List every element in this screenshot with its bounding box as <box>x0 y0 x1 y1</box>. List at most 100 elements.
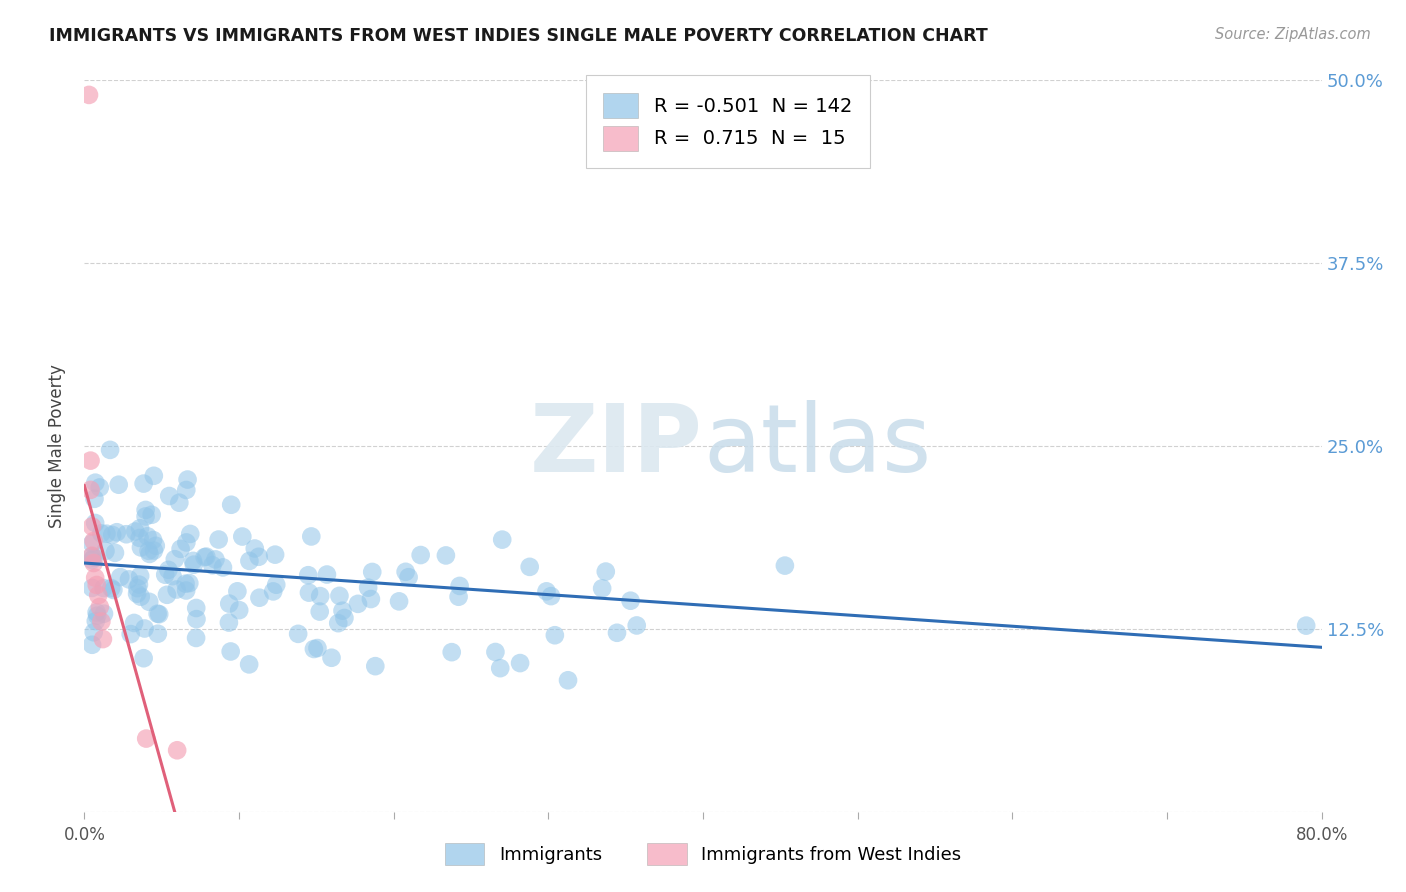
Point <box>249 591 271 605</box>
Point <box>447 590 470 604</box>
Point <box>309 589 332 603</box>
Text: atlas: atlas <box>703 400 931 492</box>
Point <box>107 477 129 491</box>
Point <box>357 581 380 595</box>
Point <box>148 607 170 622</box>
Point <box>83 550 105 565</box>
Point <box>104 546 127 560</box>
Point <box>316 567 339 582</box>
Point <box>157 563 180 577</box>
Point <box>264 578 287 592</box>
Point <box>82 549 104 564</box>
Point <box>174 483 197 497</box>
Point <box>619 593 641 607</box>
Point <box>142 533 165 547</box>
Point <box>138 543 160 558</box>
Point <box>162 569 184 583</box>
Point <box>219 498 242 512</box>
Point <box>204 552 226 566</box>
Point <box>127 581 149 595</box>
Point <box>247 549 270 564</box>
Point <box>156 588 179 602</box>
Point <box>83 534 105 549</box>
Point <box>591 582 613 596</box>
Point <box>307 641 329 656</box>
Point <box>84 475 107 490</box>
Point <box>186 601 208 615</box>
Point <box>489 661 512 675</box>
Point <box>157 489 180 503</box>
Point <box>138 547 160 561</box>
Point <box>132 476 155 491</box>
Point <box>120 627 142 641</box>
Point <box>264 548 287 562</box>
Point <box>183 558 205 572</box>
Point <box>98 442 121 457</box>
Point <box>434 549 457 563</box>
Point <box>89 599 111 614</box>
Point <box>606 625 628 640</box>
Point <box>176 535 198 549</box>
Point <box>169 541 191 556</box>
Point <box>84 516 107 530</box>
Point <box>93 581 115 595</box>
Point <box>449 579 471 593</box>
Point <box>90 526 112 541</box>
Point <box>82 638 104 652</box>
Point <box>1295 618 1317 632</box>
Point <box>155 567 177 582</box>
Point <box>134 622 156 636</box>
Y-axis label: Single Male Poverty: Single Male Poverty <box>48 364 66 528</box>
Point <box>398 570 420 584</box>
Point <box>219 644 242 658</box>
Point <box>328 589 350 603</box>
Point <box>103 582 125 597</box>
Point <box>128 577 150 591</box>
Point <box>287 627 309 641</box>
Point <box>89 480 111 494</box>
Point <box>540 589 562 603</box>
Point <box>184 631 207 645</box>
Point <box>82 549 104 563</box>
Point <box>238 554 260 568</box>
Point <box>186 612 208 626</box>
Point <box>118 573 141 587</box>
Point <box>145 539 167 553</box>
Point <box>179 576 201 591</box>
Point <box>243 541 266 556</box>
Point <box>100 581 122 595</box>
Point <box>84 571 107 585</box>
Point <box>146 607 169 621</box>
Point <box>195 549 218 564</box>
Point <box>328 616 350 631</box>
Point <box>228 603 250 617</box>
Point <box>176 473 198 487</box>
Point <box>91 632 114 646</box>
Point <box>101 528 124 542</box>
Point <box>308 605 330 619</box>
Point <box>87 588 110 602</box>
Point <box>105 525 128 540</box>
Point <box>166 743 188 757</box>
Point <box>146 626 169 640</box>
Point <box>128 531 150 545</box>
Point <box>166 582 188 597</box>
Point <box>82 581 104 595</box>
Point <box>194 550 217 565</box>
Point <box>127 587 149 601</box>
Point <box>361 565 384 579</box>
Point <box>129 569 152 583</box>
Point <box>394 565 416 579</box>
Point <box>136 529 159 543</box>
Point <box>181 554 204 568</box>
Point <box>142 543 165 558</box>
Point <box>484 645 506 659</box>
Point <box>163 552 186 566</box>
Point <box>79 453 101 467</box>
Point <box>626 618 648 632</box>
Point <box>201 558 224 573</box>
Point <box>138 595 160 609</box>
Point <box>115 527 138 541</box>
Point <box>238 657 260 672</box>
Point <box>364 659 387 673</box>
